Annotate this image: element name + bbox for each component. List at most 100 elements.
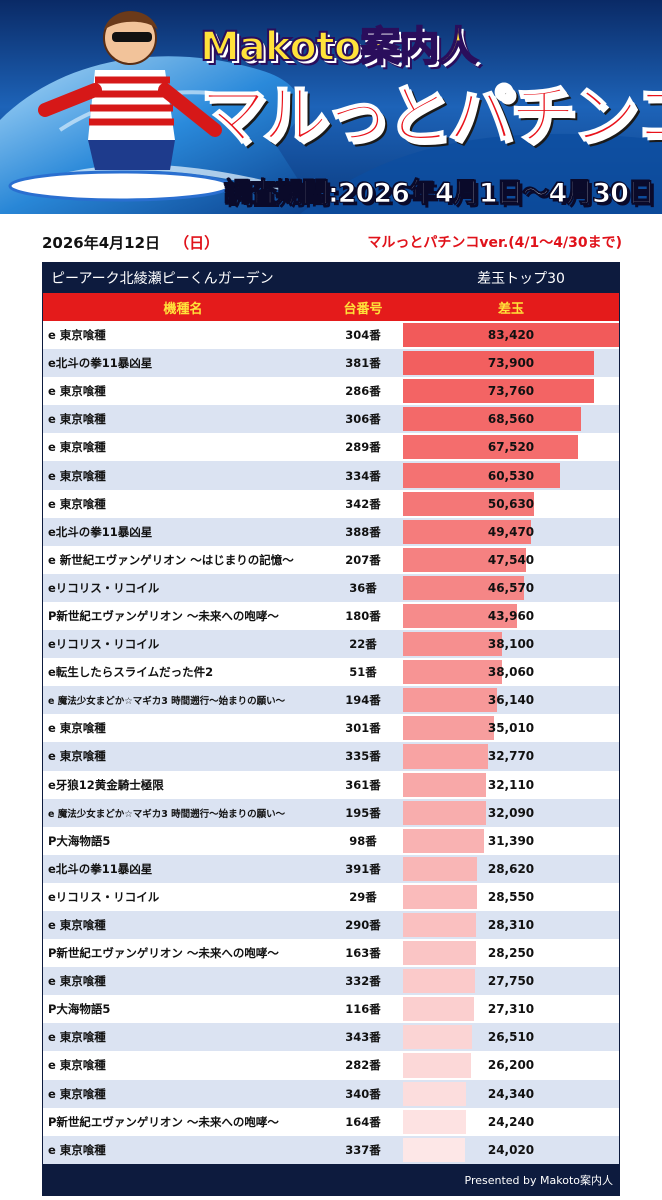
balls-value: 60,530 (487, 468, 535, 483)
machine-name: e 東京喰種 (48, 1030, 106, 1045)
balls-value: 50,630 (487, 496, 535, 511)
survey-period: 調査期間:2026年4月1日～4月30日 (216, 170, 662, 210)
machine-name: e 東京喰種 (48, 384, 106, 399)
balls-bar (403, 1025, 472, 1050)
balls-value: 35,010 (487, 721, 535, 736)
machine-name: e 東京喰種 (48, 328, 106, 343)
balls-value: 73,760 (487, 384, 535, 399)
balls-cell: 24,240 (403, 1108, 619, 1136)
store-name: ピーアーク北綾瀬ピーくんガーデン (51, 271, 274, 287)
table-row: e 東京喰種 343番 26,510 (43, 1023, 619, 1052)
balls-bar (403, 744, 488, 769)
machine-name: e牙狼12黄金騎士極限 (48, 777, 164, 792)
machine-name: P大海物語5 (48, 833, 111, 848)
header-banner: Makoto案内人 マルっとパチンコver. 調査期間:2026年4月1日～4月… (0, 0, 662, 214)
series-title: マルっとパチンコver. (199, 76, 662, 155)
balls-bar (403, 800, 487, 825)
balls-cell: 49,470 (403, 518, 619, 546)
machine-number: 361番 (345, 777, 381, 792)
balls-cell: 36,140 (403, 686, 619, 714)
balls-cell: 31,390 (403, 827, 619, 855)
balls-value: 46,570 (487, 580, 535, 595)
balls-cell: 28,310 (403, 911, 619, 939)
balls-value: 24,020 (487, 1142, 535, 1157)
machine-name: e 新世紀エヴァンゲリオン ～はじまりの記憶～ (48, 552, 294, 567)
ranking-rows: e 東京喰種 304番 83,420 e北斗の拳11暴凶星 381番 73,900 e 東京… (43, 321, 619, 1164)
machine-name: e北斗の拳11暴凶星 (48, 524, 153, 539)
balls-bar (403, 491, 535, 516)
machine-name: e転生したらスライムだった件2 (48, 665, 214, 680)
machine-number: 304番 (345, 328, 381, 343)
balls-cell: 28,550 (403, 883, 619, 911)
table-row: e 東京喰種 286番 73,760 (43, 377, 619, 406)
machine-name: eリコリス・リコイル (48, 580, 160, 595)
balls-value: 73,900 (487, 356, 535, 371)
machine-name: e 魔法少女まどか☆マギカ3 時間遡行～始まりの願い～ (48, 808, 286, 820)
balls-cell: 26,200 (403, 1051, 619, 1079)
machine-name: e 東京喰種 (48, 749, 106, 764)
balls-bar (403, 1137, 466, 1162)
machine-name: e北斗の拳11暴凶星 (48, 861, 153, 876)
machine-number: 164番 (345, 1114, 381, 1129)
balls-bar (403, 463, 560, 488)
balls-cell: 24,340 (403, 1080, 619, 1108)
balls-bar (403, 828, 485, 853)
balls-cell: 38,060 (403, 658, 619, 686)
column-headers: 機種名 台番号 差玉 (43, 293, 619, 321)
balls-bar (403, 856, 478, 881)
table-row: e 東京喰種 332番 27,750 (43, 967, 619, 996)
balls-cell: 60,530 (403, 461, 619, 489)
balls-cell: 73,900 (403, 349, 619, 377)
machine-number: 381番 (345, 356, 381, 371)
balls-cell: 73,760 (403, 377, 619, 405)
balls-bar (403, 379, 594, 404)
table-row: e 東京喰種 335番 32,770 (43, 742, 619, 771)
machine-number: 29番 (349, 889, 377, 904)
table-row: e牙狼12黄金騎士極限 361番 32,110 (43, 770, 619, 799)
series-range: マルっとパチンコver.(4/1～4/30まで) (367, 235, 622, 251)
machine-number: 194番 (345, 693, 381, 708)
table-row: P大海物語5 116番 27,310 (43, 995, 619, 1024)
table-row: e 東京喰種 289番 67,520 (43, 433, 619, 462)
balls-bar (403, 575, 524, 600)
balls-cell: 32,110 (403, 771, 619, 799)
table-row: e 東京喰種 337番 24,020 (43, 1135, 619, 1164)
balls-bar (403, 323, 619, 348)
balls-cell: 32,090 (403, 799, 619, 827)
balls-cell: 43,960 (403, 602, 619, 630)
machine-number: 22番 (349, 637, 377, 652)
balls-value: 24,340 (487, 1086, 535, 1101)
balls-cell: 68,560 (403, 405, 619, 433)
balls-cell: 50,630 (403, 490, 619, 518)
wave-illustration (0, 0, 662, 214)
balls-value: 26,510 (487, 1030, 535, 1045)
machine-number: 332番 (345, 974, 381, 989)
machine-name: eリコリス・リコイル (48, 889, 160, 904)
balls-bar (403, 351, 595, 376)
machine-name: e北斗の拳11暴凶星 (48, 356, 153, 371)
balls-bar (403, 603, 517, 629)
date-line: 2026年4月12日 （日） マルっとパチンコver.(4/1～4/30まで) (42, 232, 622, 254)
balls-bar (403, 435, 578, 460)
machine-name: e 魔法少女まどか☆マギカ3 時間遡行～始まりの願い～ (48, 696, 286, 708)
table-row: P新世紀エヴァンゲリオン ～未来への咆哮～ 164番 24,240 (43, 1107, 619, 1136)
table-row: e 東京喰種 340番 24,340 (43, 1079, 619, 1108)
balls-value: 83,420 (487, 328, 535, 343)
balls-value: 67,520 (487, 440, 535, 455)
machine-name: e 東京喰種 (48, 1142, 106, 1157)
table-row: e北斗の拳11暴凶星 391番 28,620 (43, 854, 619, 883)
machine-number: 116番 (345, 1002, 381, 1017)
ranking-table: ピーアーク北綾瀬ピーくんガーデン 差玉トップ30 機種名 台番号 差玉 e 東京… (42, 262, 620, 1196)
balls-value: 49,470 (487, 524, 535, 539)
table-row: e 東京喰種 282番 26,200 (43, 1051, 619, 1080)
surfer-character-icon (38, 11, 222, 170)
balls-bar (403, 716, 494, 741)
machine-name: e 東京喰種 (48, 918, 106, 933)
balls-value: 32,090 (487, 805, 535, 820)
machine-number: 301番 (345, 721, 381, 736)
table-row: e 魔法少女まどか☆マギカ3 時間遡行～始まりの願い～ 194番 36,140 (43, 686, 619, 715)
balls-bar (403, 1109, 466, 1134)
table-row: e 東京喰種 304番 83,420 (43, 321, 619, 350)
surfboard-icon (8, 170, 232, 202)
machine-number: 342番 (345, 496, 381, 511)
